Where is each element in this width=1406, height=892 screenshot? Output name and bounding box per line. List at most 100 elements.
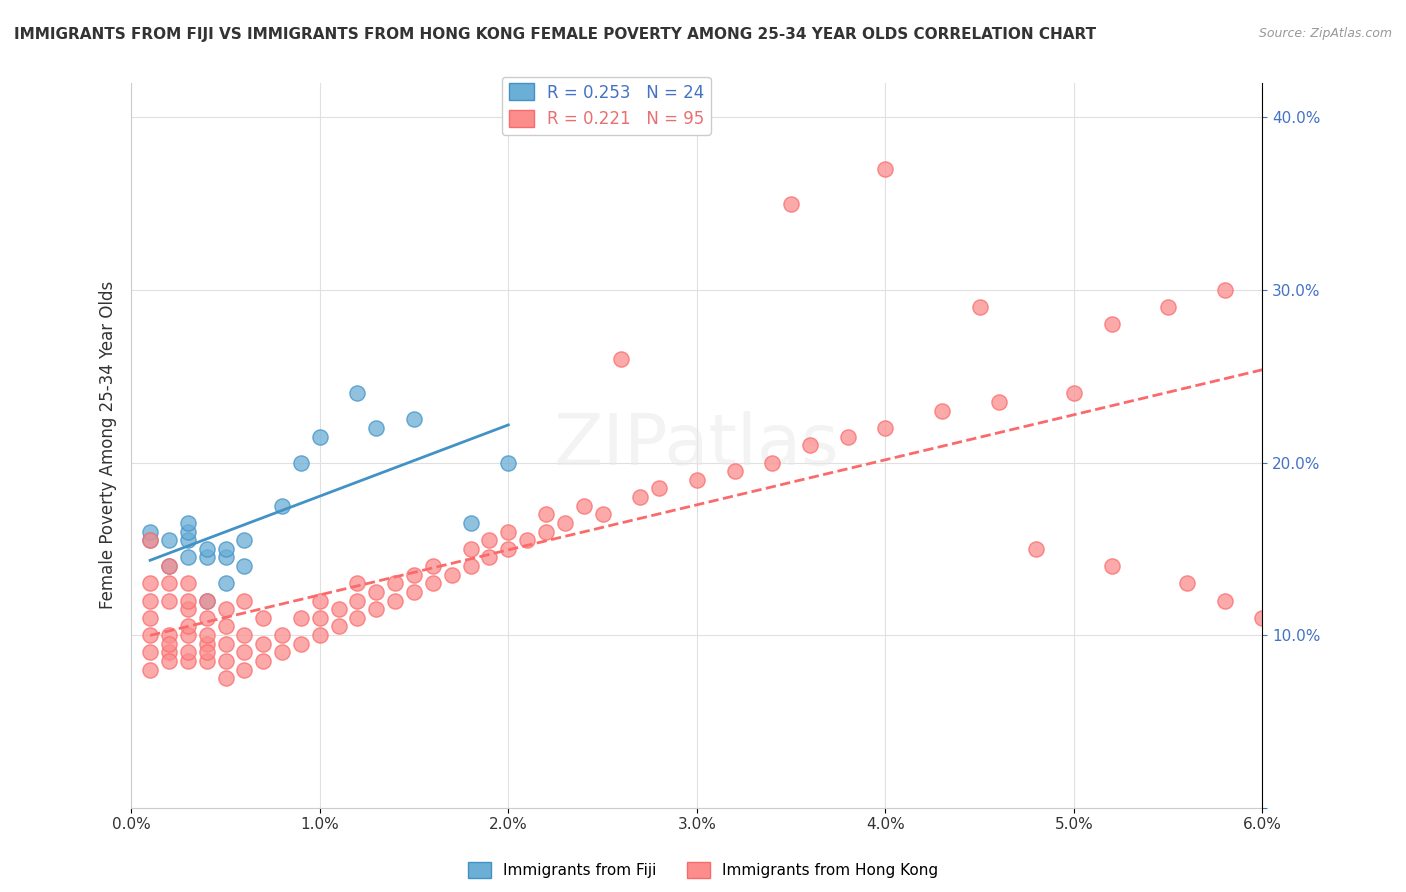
Immigrants from Hong Kong <box>252 611 274 625</box>
Immigrants from Hong Kong <box>346 576 368 591</box>
Immigrants from Fiji <box>139 524 162 539</box>
Immigrants from Hong Kong <box>157 576 180 591</box>
Immigrants from Hong Kong <box>308 628 330 642</box>
Immigrants from Hong Kong <box>195 645 218 659</box>
Immigrants from Hong Kong <box>628 490 651 504</box>
Immigrants from Hong Kong <box>308 593 330 607</box>
Immigrants from Hong Kong <box>195 628 218 642</box>
Immigrants from Hong Kong <box>478 550 501 565</box>
Immigrants from Hong Kong <box>177 576 200 591</box>
Immigrants from Fiji <box>195 593 218 607</box>
Immigrants from Hong Kong <box>139 628 162 642</box>
Legend: R = 0.253   N = 24, R = 0.221   N = 95: R = 0.253 N = 24, R = 0.221 N = 95 <box>502 77 711 135</box>
Immigrants from Hong Kong <box>139 533 162 548</box>
Immigrants from Hong Kong <box>440 567 463 582</box>
Immigrants from Hong Kong <box>214 619 236 633</box>
Immigrants from Hong Kong <box>157 645 180 659</box>
Immigrants from Hong Kong <box>157 628 180 642</box>
Immigrants from Hong Kong <box>1213 593 1236 607</box>
Immigrants from Hong Kong <box>422 559 444 574</box>
Immigrants from Hong Kong <box>969 300 991 314</box>
Immigrants from Hong Kong <box>139 611 162 625</box>
Immigrants from Hong Kong <box>987 395 1010 409</box>
Immigrants from Hong Kong <box>271 645 294 659</box>
Immigrants from Hong Kong <box>346 593 368 607</box>
Immigrants from Hong Kong <box>177 602 200 616</box>
Immigrants from Hong Kong <box>384 593 406 607</box>
Immigrants from Fiji <box>460 516 482 530</box>
Text: IMMIGRANTS FROM FIJI VS IMMIGRANTS FROM HONG KONG FEMALE POVERTY AMONG 25-34 YEA: IMMIGRANTS FROM FIJI VS IMMIGRANTS FROM … <box>14 27 1097 42</box>
Immigrants from Hong Kong <box>252 637 274 651</box>
Immigrants from Hong Kong <box>366 602 388 616</box>
Immigrants from Hong Kong <box>214 654 236 668</box>
Immigrants from Hong Kong <box>460 541 482 556</box>
Immigrants from Fiji <box>214 541 236 556</box>
Immigrants from Hong Kong <box>1063 386 1085 401</box>
Immigrants from Hong Kong <box>498 524 520 539</box>
Immigrants from Hong Kong <box>157 593 180 607</box>
Immigrants from Hong Kong <box>1251 611 1274 625</box>
Immigrants from Hong Kong <box>157 654 180 668</box>
Immigrants from Fiji <box>157 559 180 574</box>
Immigrants from Hong Kong <box>875 162 897 177</box>
Immigrants from Hong Kong <box>177 654 200 668</box>
Immigrants from Fiji <box>157 533 180 548</box>
Immigrants from Fiji <box>498 456 520 470</box>
Immigrants from Hong Kong <box>402 585 425 599</box>
Immigrants from Hong Kong <box>157 559 180 574</box>
Immigrants from Fiji <box>177 550 200 565</box>
Immigrants from Fiji <box>366 421 388 435</box>
Immigrants from Hong Kong <box>195 654 218 668</box>
Immigrants from Hong Kong <box>534 508 557 522</box>
Immigrants from Hong Kong <box>233 645 256 659</box>
Immigrants from Hong Kong <box>214 637 236 651</box>
Legend: Immigrants from Fiji, Immigrants from Hong Kong: Immigrants from Fiji, Immigrants from Ho… <box>461 856 945 884</box>
Immigrants from Hong Kong <box>366 585 388 599</box>
Immigrants from Hong Kong <box>271 628 294 642</box>
Immigrants from Hong Kong <box>195 637 218 651</box>
Immigrants from Hong Kong <box>648 482 671 496</box>
Immigrants from Hong Kong <box>233 663 256 677</box>
Immigrants from Hong Kong <box>1101 318 1123 332</box>
Immigrants from Fiji <box>177 524 200 539</box>
Immigrants from Hong Kong <box>478 533 501 548</box>
Immigrants from Fiji <box>214 576 236 591</box>
Immigrants from Fiji <box>308 429 330 443</box>
Immigrants from Hong Kong <box>534 524 557 539</box>
Immigrants from Hong Kong <box>139 593 162 607</box>
Immigrants from Hong Kong <box>931 403 953 417</box>
Immigrants from Hong Kong <box>346 611 368 625</box>
Immigrants from Hong Kong <box>498 541 520 556</box>
Text: Source: ZipAtlas.com: Source: ZipAtlas.com <box>1258 27 1392 40</box>
Immigrants from Fiji <box>177 533 200 548</box>
Immigrants from Fiji <box>290 456 312 470</box>
Immigrants from Hong Kong <box>214 602 236 616</box>
Immigrants from Hong Kong <box>384 576 406 591</box>
Immigrants from Hong Kong <box>1101 559 1123 574</box>
Immigrants from Fiji <box>177 516 200 530</box>
Immigrants from Hong Kong <box>233 593 256 607</box>
Immigrants from Fiji <box>402 412 425 426</box>
Immigrants from Hong Kong <box>799 438 821 452</box>
Immigrants from Hong Kong <box>139 663 162 677</box>
Immigrants from Hong Kong <box>328 602 350 616</box>
Immigrants from Hong Kong <box>139 645 162 659</box>
Immigrants from Hong Kong <box>195 611 218 625</box>
Immigrants from Hong Kong <box>422 576 444 591</box>
Immigrants from Hong Kong <box>875 421 897 435</box>
Immigrants from Hong Kong <box>177 593 200 607</box>
Immigrants from Hong Kong <box>214 671 236 685</box>
Y-axis label: Female Poverty Among 25-34 Year Olds: Female Poverty Among 25-34 Year Olds <box>100 281 117 609</box>
Immigrants from Hong Kong <box>252 654 274 668</box>
Immigrants from Fiji <box>214 550 236 565</box>
Immigrants from Hong Kong <box>157 637 180 651</box>
Immigrants from Hong Kong <box>177 628 200 642</box>
Immigrants from Fiji <box>233 533 256 548</box>
Immigrants from Hong Kong <box>837 429 859 443</box>
Immigrants from Hong Kong <box>328 619 350 633</box>
Immigrants from Hong Kong <box>1157 300 1180 314</box>
Immigrants from Hong Kong <box>1213 283 1236 297</box>
Immigrants from Hong Kong <box>402 567 425 582</box>
Immigrants from Fiji <box>346 386 368 401</box>
Immigrants from Hong Kong <box>177 619 200 633</box>
